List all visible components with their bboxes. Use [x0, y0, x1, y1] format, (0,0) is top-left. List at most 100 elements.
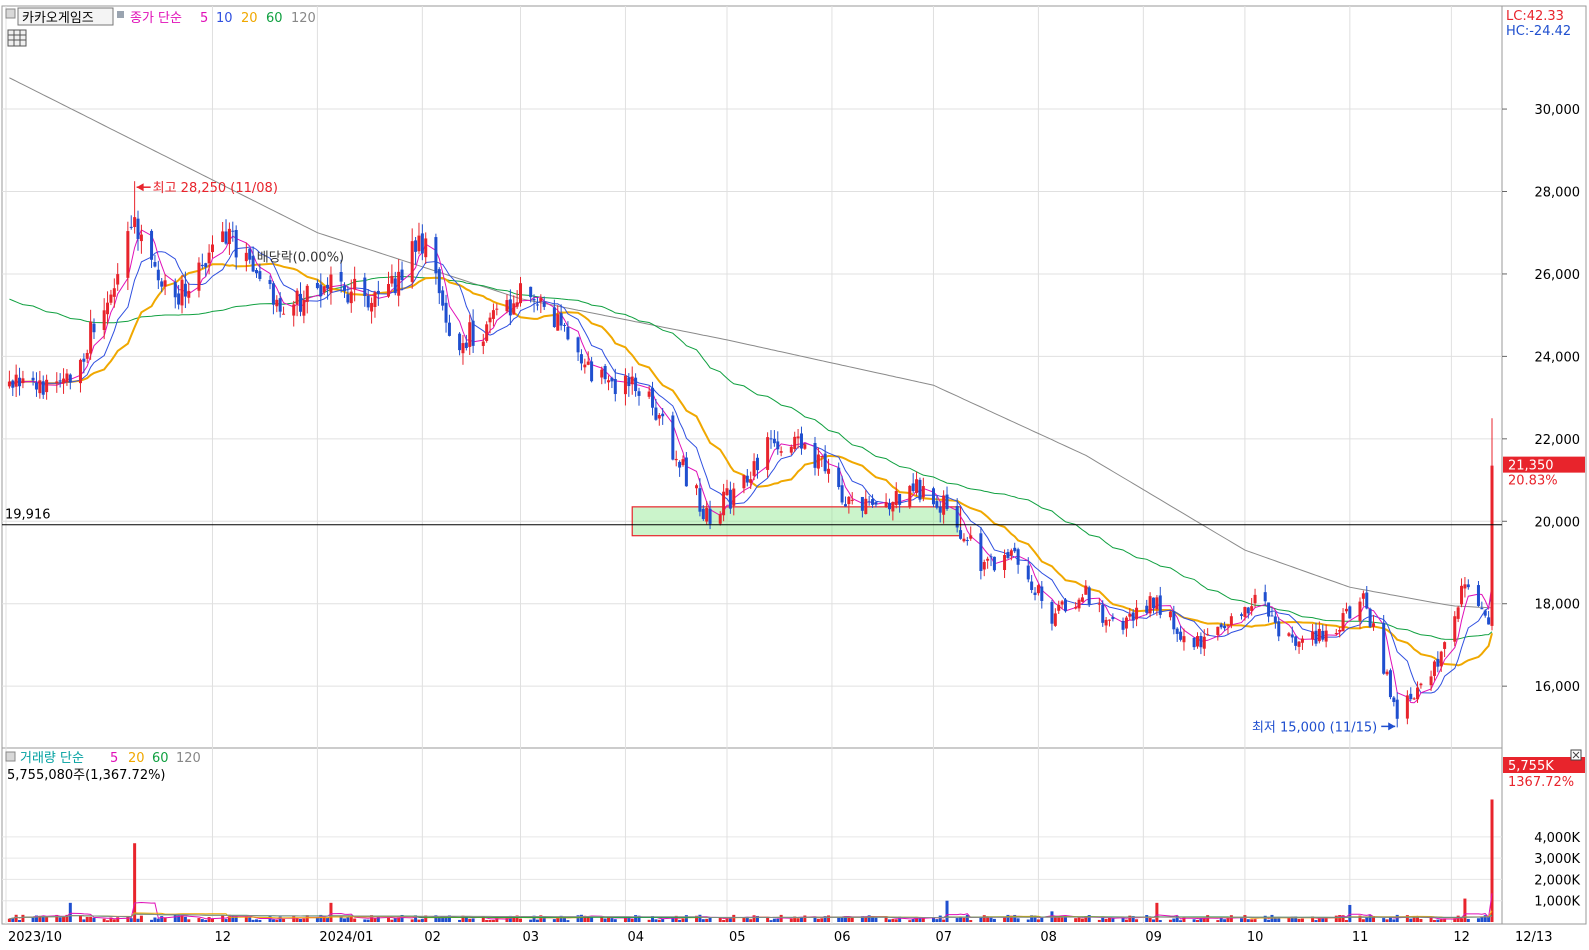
candle-body: [512, 303, 516, 315]
candle-body: [1290, 634, 1294, 638]
candle-body: [1372, 623, 1376, 627]
volume-bar: [1358, 915, 1362, 922]
candle-body: [62, 378, 66, 384]
candle-body: [1490, 465, 1494, 626]
support-box-zone: [631, 506, 962, 537]
ma10-line: [9, 246, 1493, 694]
stock-name[interactable]: 카카오게임즈: [22, 11, 94, 26]
candle-body: [1432, 661, 1436, 676]
candle-body: [1263, 592, 1267, 602]
candle-body: [410, 241, 414, 282]
volume-bar: [268, 916, 272, 922]
volume-bar: [1348, 904, 1352, 922]
candle-body: [116, 274, 120, 285]
volume-bar: [1226, 918, 1230, 922]
volume-bar: [1219, 917, 1223, 922]
candle-body: [722, 491, 726, 516]
candle-body: [674, 458, 678, 461]
y-tick-label: 18,000: [1535, 598, 1581, 613]
close-pane-icon[interactable]: [1570, 749, 1582, 761]
vol-ma60-legend: 60: [152, 751, 169, 766]
x-tick-label: 2024/01: [319, 930, 373, 945]
volume-bar: [935, 919, 939, 922]
volume-bar: [363, 919, 367, 922]
candle-body: [160, 281, 164, 287]
candle-body: [153, 262, 157, 267]
volume-bar: [1229, 915, 1233, 922]
ma10-legend: 10: [216, 11, 233, 26]
volume-bar: [1334, 915, 1338, 922]
volume-bar: [65, 914, 69, 922]
candle-body: [539, 297, 543, 302]
volume-bar: [234, 916, 238, 922]
volume-bar: [887, 919, 891, 922]
candle-body: [695, 485, 699, 489]
volume-bar: [1223, 919, 1227, 922]
candle-body: [752, 461, 756, 476]
y-tick-label: 30,000: [1535, 103, 1581, 118]
candle-body: [400, 269, 404, 281]
last-change: 20.83%: [1508, 474, 1558, 489]
candle-body: [1084, 585, 1088, 595]
volume-bar: [651, 916, 655, 922]
candle-body: [207, 252, 211, 264]
candle-body: [1223, 625, 1227, 629]
candle-body: [799, 433, 803, 449]
volume-bar: [827, 915, 831, 922]
volume-bar: [769, 920, 773, 922]
candle-body: [326, 284, 330, 289]
candle-body: [187, 290, 191, 298]
volume-bar: [417, 919, 421, 922]
candle-body: [68, 374, 72, 383]
volume-bar: [1466, 918, 1470, 922]
volume-bar: [945, 900, 949, 922]
candle-body: [1172, 611, 1176, 630]
volume-bar: [1432, 920, 1436, 922]
volume-bar: [1368, 915, 1372, 922]
candle-body: [1226, 625, 1230, 627]
candle-body: [610, 377, 614, 382]
candle-body: [390, 275, 394, 284]
volume-bar: [156, 918, 160, 922]
volume-bar: [1192, 919, 1196, 922]
volume-bar: [823, 916, 827, 922]
volume-bar: [38, 915, 42, 922]
volume-bar: [173, 914, 177, 922]
volume-bar: [779, 914, 783, 922]
volume-bar: [221, 915, 225, 922]
volume-bar: [576, 915, 580, 922]
volume-bar: [106, 920, 110, 922]
candle-body: [1003, 555, 1007, 571]
candle-body: [938, 506, 942, 513]
volume-bar: [390, 919, 394, 922]
stock-name-box[interactable]: [17, 7, 114, 26]
volume-bar: [749, 919, 753, 922]
volume-bar: [1121, 917, 1125, 922]
candle-body: [177, 293, 181, 305]
volume-bar: [1382, 918, 1386, 922]
candle-body: [1240, 614, 1244, 616]
volume-bar: [1246, 919, 1250, 922]
candle-body: [248, 248, 252, 260]
x-tick-label: 11: [1352, 930, 1369, 945]
candle-body: [1277, 621, 1281, 637]
x-tick-label: 05: [729, 930, 746, 945]
candle-body: [1443, 642, 1447, 649]
candle-body: [867, 501, 871, 503]
volume-bar: [657, 919, 661, 922]
volume-bar: [224, 919, 228, 922]
volume-bar: [207, 917, 211, 922]
volume-bar: [1297, 918, 1301, 922]
volume-bar: [231, 915, 235, 922]
candle-body: [34, 382, 38, 390]
volume-bar: [1453, 918, 1457, 922]
volume-bar: [1321, 917, 1325, 922]
candle-body: [1131, 612, 1135, 621]
volume-bar: [979, 916, 983, 922]
volume-bar: [603, 918, 607, 922]
candle-body: [586, 361, 590, 365]
volume-bar: [1182, 917, 1186, 922]
table-icon[interactable]: [7, 29, 27, 47]
candle-body: [197, 262, 201, 291]
candle-body: [630, 376, 634, 385]
